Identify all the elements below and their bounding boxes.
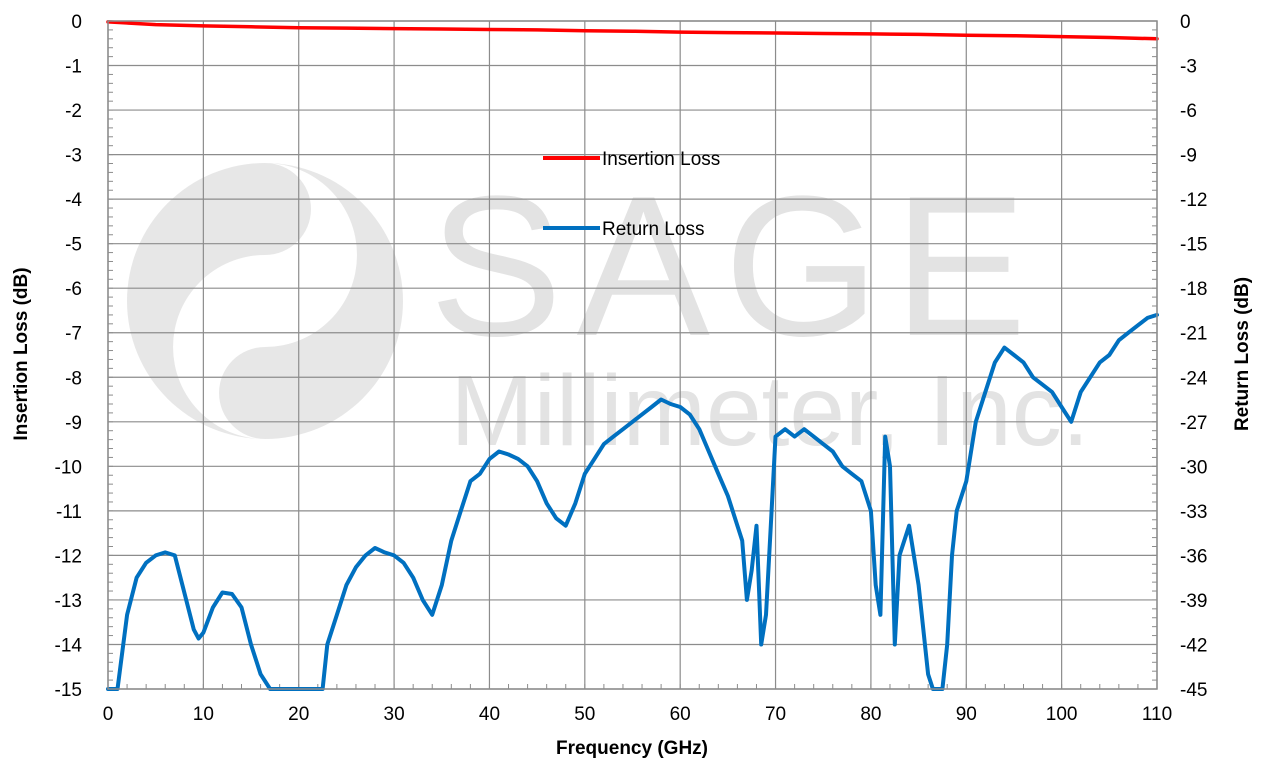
- right-y-tick-label: -33: [1180, 502, 1207, 523]
- left-y-tick-label: -12: [55, 546, 82, 567]
- right-y-tick-label: -36: [1180, 546, 1207, 567]
- right-y-tick-label: -42: [1180, 635, 1207, 656]
- x-tick-label: 80: [860, 704, 881, 725]
- x-tick-label: 50: [574, 704, 595, 725]
- right-y-tick-label: 0: [1180, 12, 1191, 33]
- watermark-subtitle: Millimeter, Inc.: [450, 355, 1089, 467]
- right-y-tick-label: -18: [1180, 279, 1207, 300]
- left-y-tick-label: -6: [65, 279, 82, 300]
- x-tick-label: 10: [193, 704, 214, 725]
- x-tick-label: 30: [384, 704, 405, 725]
- x-tick-label: 60: [670, 704, 691, 725]
- x-tick-label: 20: [288, 704, 309, 725]
- watermark-title: SAGE: [429, 155, 1041, 378]
- left-y-tick-label: -11: [56, 502, 82, 523]
- x-tick-label: 100: [1046, 704, 1078, 725]
- left-y-tick-label: 0: [71, 12, 82, 33]
- x-axis-title: Frequency (GHz): [556, 738, 708, 759]
- right-y-tick-label: -21: [1180, 324, 1207, 345]
- watermark: SAGE Millimeter, Inc.: [127, 155, 1090, 467]
- left-y-tick-label: -1: [65, 57, 82, 78]
- right-y-tick-label: -24: [1180, 368, 1208, 389]
- left-y-tick-label: -9: [65, 413, 82, 434]
- right-y-tick-label: -30: [1180, 457, 1207, 478]
- right-y-tick-label: -27: [1180, 413, 1207, 434]
- left-y-tick-label: -14: [55, 635, 83, 656]
- right-y-axis-title: Return Loss (dB): [1232, 277, 1253, 431]
- left-y-tick-label: -5: [65, 235, 82, 256]
- right-y-tick-label: -45: [1180, 680, 1207, 701]
- legend: Insertion Loss Return Loss: [543, 149, 720, 240]
- left-y-tick-label: -10: [55, 457, 82, 478]
- legend-label-insertion-loss: Insertion Loss: [602, 149, 720, 170]
- left-y-tick-label: -4: [65, 190, 82, 211]
- insertion-loss-line: [106, 20, 1159, 41]
- x-tick-label: 90: [956, 704, 977, 725]
- left-y-axis-title: Insertion Loss (dB): [11, 267, 32, 440]
- right-y-tick-labels: 0 -3 -6 -9 -12 -15 -18 -21 -24 -27 -30 -33 -36 -39 -42…: [1180, 12, 1208, 701]
- x-tick-label: 40: [479, 704, 500, 725]
- right-y-tick-label: -9: [1180, 146, 1197, 167]
- x-tick-label: 110: [1142, 704, 1172, 725]
- right-y-tick-label: -39: [1180, 591, 1207, 612]
- right-y-tick-label: -12: [1180, 190, 1207, 211]
- left-y-tick-label: -2: [65, 101, 82, 122]
- left-y-tick-label: -8: [65, 368, 82, 389]
- watermark-logo: [127, 163, 403, 439]
- left-y-tick-label: -15: [55, 680, 82, 701]
- left-y-tick-label: -13: [55, 591, 82, 612]
- left-y-tick-label: -3: [65, 146, 82, 167]
- x-tick-labels: 0 10 20 30 40 50 60 70 80 90 100 110: [103, 704, 1172, 725]
- right-y-tick-label: -3: [1180, 57, 1197, 78]
- legend-label-return-loss: Return Loss: [602, 219, 704, 240]
- x-tick-label: 0: [103, 704, 114, 725]
- right-y-tick-label: -15: [1180, 235, 1207, 256]
- x-tick-label: 70: [765, 704, 786, 725]
- minor-ticks: [107, 20, 1158, 690]
- plot-frame: [107, 20, 1158, 690]
- right-y-tick-label: -6: [1180, 101, 1197, 122]
- left-y-tick-label: -7: [65, 324, 82, 345]
- left-y-tick-labels: 0 -1 -2 -3 -4 -5 -6 -7 -8 -9 -10 -11 -12 -13 -14 -15: [55, 12, 83, 701]
